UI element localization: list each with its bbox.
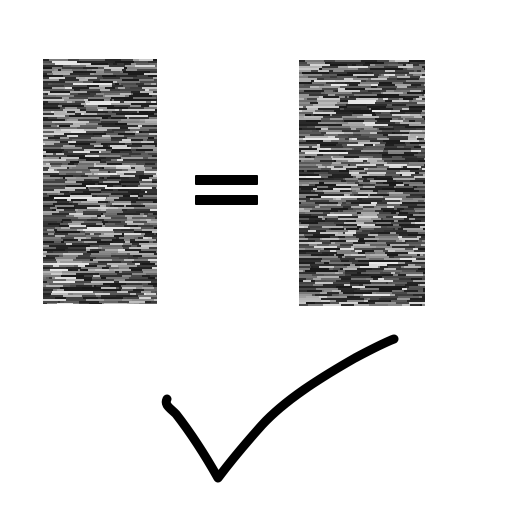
noise-texture — [299, 60, 425, 306]
equals-bar-bottom — [195, 195, 258, 205]
equals-icon — [195, 175, 258, 206]
noise-texture — [43, 59, 157, 304]
equals-bar-top — [195, 175, 258, 185]
left-noise-panel — [43, 59, 157, 304]
right-noise-panel — [299, 60, 425, 306]
